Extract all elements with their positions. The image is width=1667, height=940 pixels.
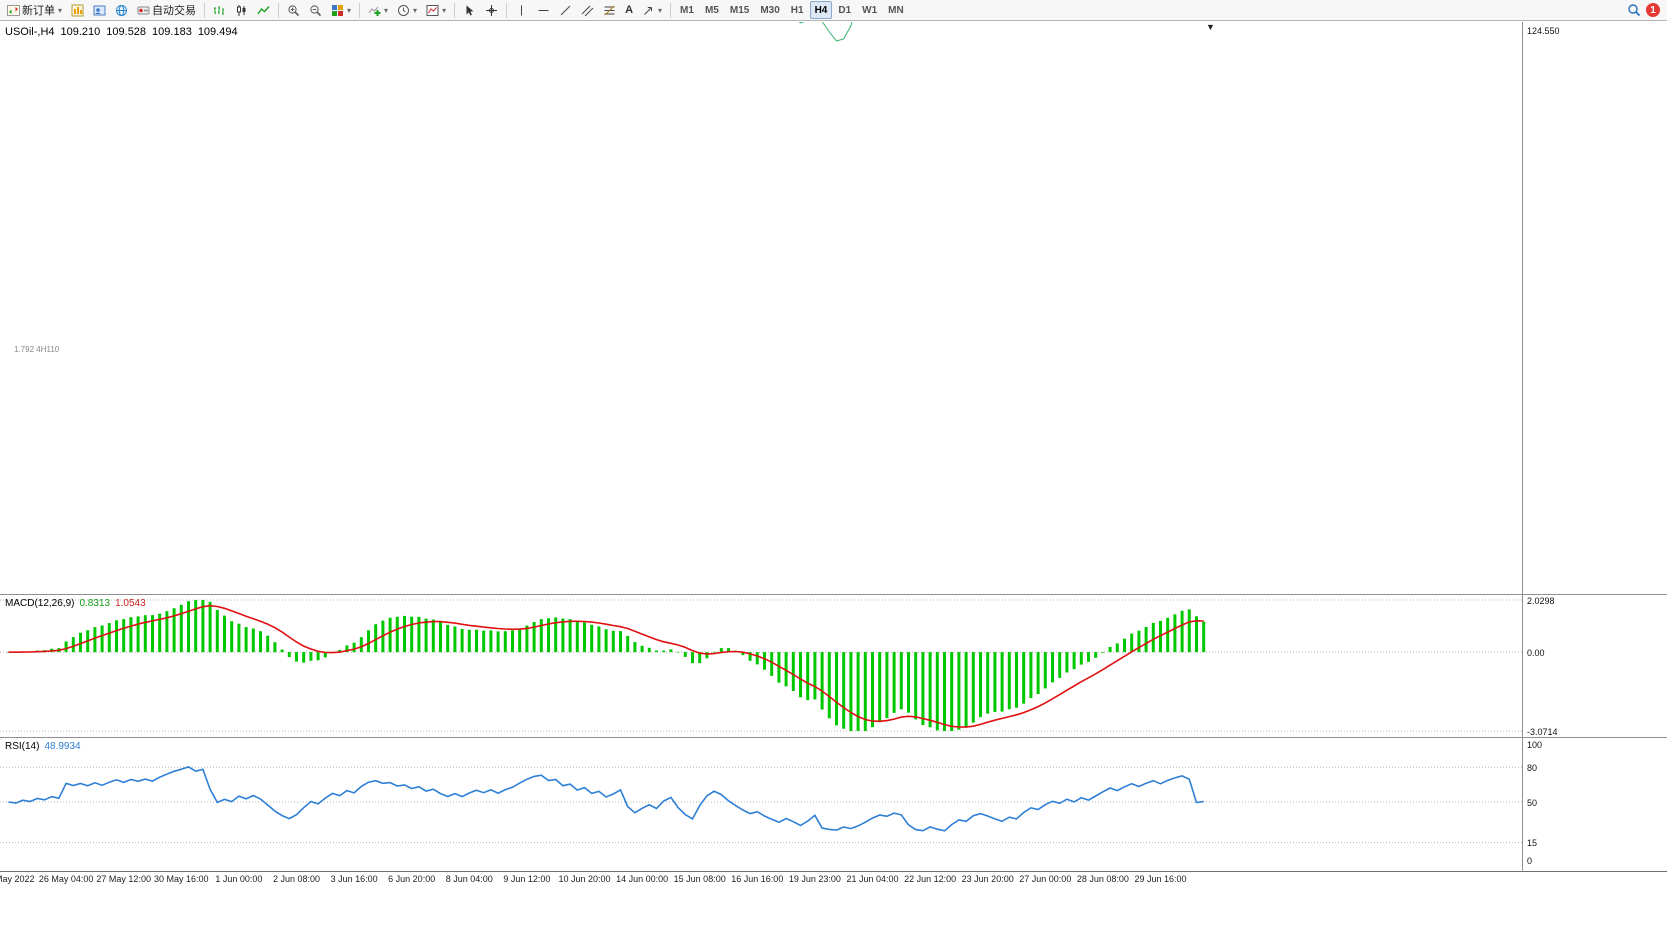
arrow-tool-icon (644, 6, 653, 15)
timeframe-m30-button[interactable]: M30 (760, 4, 780, 16)
arrows-tool-button[interactable]: ▾ (638, 1, 666, 19)
clock-icon (398, 4, 410, 16)
line-chart-icon (257, 5, 270, 14)
line-chart-mode-button[interactable] (253, 1, 274, 19)
timeframe-h1-button[interactable]: H1 (790, 4, 804, 16)
zoom-in-icon (288, 4, 300, 16)
chevron-down-icon: ▾ (347, 5, 352, 15)
bar-chart-icon (214, 5, 225, 15)
bar-chart-mode-button[interactable] (209, 1, 230, 19)
templates-button[interactable]: ▾ (422, 1, 450, 19)
fibonacci-icon (604, 5, 615, 15)
timeframe-mn-button[interactable]: MN (888, 4, 904, 16)
chevron-down-icon: ▾ (384, 5, 389, 15)
toolbar-separator (670, 2, 672, 18)
search-button[interactable] (1623, 1, 1645, 19)
text-tool-icon: A (625, 4, 634, 16)
new-order-label: 新订单 (22, 5, 55, 17)
toolbar-separator (506, 2, 508, 18)
new-chart-icon (71, 4, 84, 16)
profiles-button[interactable] (89, 1, 110, 19)
tile-windows-button[interactable]: ▾ (327, 1, 355, 19)
channel-icon (581, 5, 594, 16)
crosshair-icon (486, 4, 498, 16)
timeframe-group: M1 M5 M15 M30 H1 H4 D1 W1 MN (675, 1, 909, 19)
profiles-icon (93, 5, 106, 15)
chevron-down-icon: ▾ (442, 5, 447, 15)
auto-trading-icon (137, 6, 150, 14)
horizontal-line-icon (538, 9, 549, 11)
chevron-down-icon: ▾ (413, 5, 418, 15)
macd-signal-line (8, 604, 1204, 728)
vertical-line-tool-button[interactable] (511, 1, 532, 19)
zoom-out-icon (310, 4, 322, 16)
cursor-icon (466, 5, 474, 15)
main-toolbar: 新订单 ▾ 自动交易 ▾ ▾ ▾ ▾ (0, 0, 1667, 21)
toolbar-separator (204, 2, 206, 18)
vertical-line-icon (521, 5, 523, 15)
template-icon (426, 4, 439, 16)
timeframe-h4-button[interactable]: H4 (809, 1, 833, 19)
trendline-icon (560, 5, 571, 15)
chevron-down-icon: ▾ (58, 5, 63, 15)
text-tool-button[interactable]: A (621, 1, 637, 19)
timeframe-d1-button[interactable]: D1 (838, 4, 852, 16)
timeframe-m15-button[interactable]: M15 (729, 4, 750, 16)
periods-button[interactable]: ▾ (393, 1, 421, 19)
zoom-in-button[interactable] (283, 1, 304, 19)
indicators-icon (368, 6, 381, 16)
community-button[interactable] (111, 1, 132, 19)
toolbar-separator (278, 2, 280, 18)
new-order-icon (7, 4, 20, 16)
rsi-line (8, 766, 1204, 832)
rsi-layer (8, 766, 1204, 832)
tile-windows-icon (332, 4, 344, 16)
new-order-button[interactable]: 新订单 ▾ (3, 1, 66, 19)
notification-badge[interactable]: 1 (1646, 3, 1660, 17)
globe-icon (116, 4, 128, 16)
auto-trading-label: 自动交易 (152, 5, 197, 17)
crosshair-tool-button[interactable] (481, 1, 502, 19)
channel-tool-button[interactable] (577, 1, 598, 19)
cursor-tool-button[interactable] (459, 1, 480, 19)
candlestick-mode-button[interactable] (231, 1, 252, 19)
horizontal-line-tool-button[interactable] (533, 1, 554, 19)
search-icon (1628, 4, 1641, 17)
toolbar-separator (359, 2, 361, 18)
new-chart-button[interactable] (67, 1, 88, 19)
macd-histogram (7, 600, 1206, 731)
trendline-tool-button[interactable] (555, 1, 576, 19)
zoom-out-button[interactable] (305, 1, 326, 19)
toolbar-separator (454, 2, 456, 18)
candlestick-icon (237, 4, 246, 16)
timeframe-m1-button[interactable]: M1 (680, 4, 694, 16)
timeframe-m5-button[interactable]: M5 (704, 4, 719, 16)
indicators-button[interactable]: ▾ (364, 1, 392, 19)
chevron-down-icon: ▾ (658, 5, 663, 15)
fibonacci-tool-button[interactable] (599, 1, 620, 19)
timeframe-w1-button[interactable]: W1 (862, 4, 878, 16)
auto-trading-button[interactable]: 自动交易 (133, 1, 200, 19)
